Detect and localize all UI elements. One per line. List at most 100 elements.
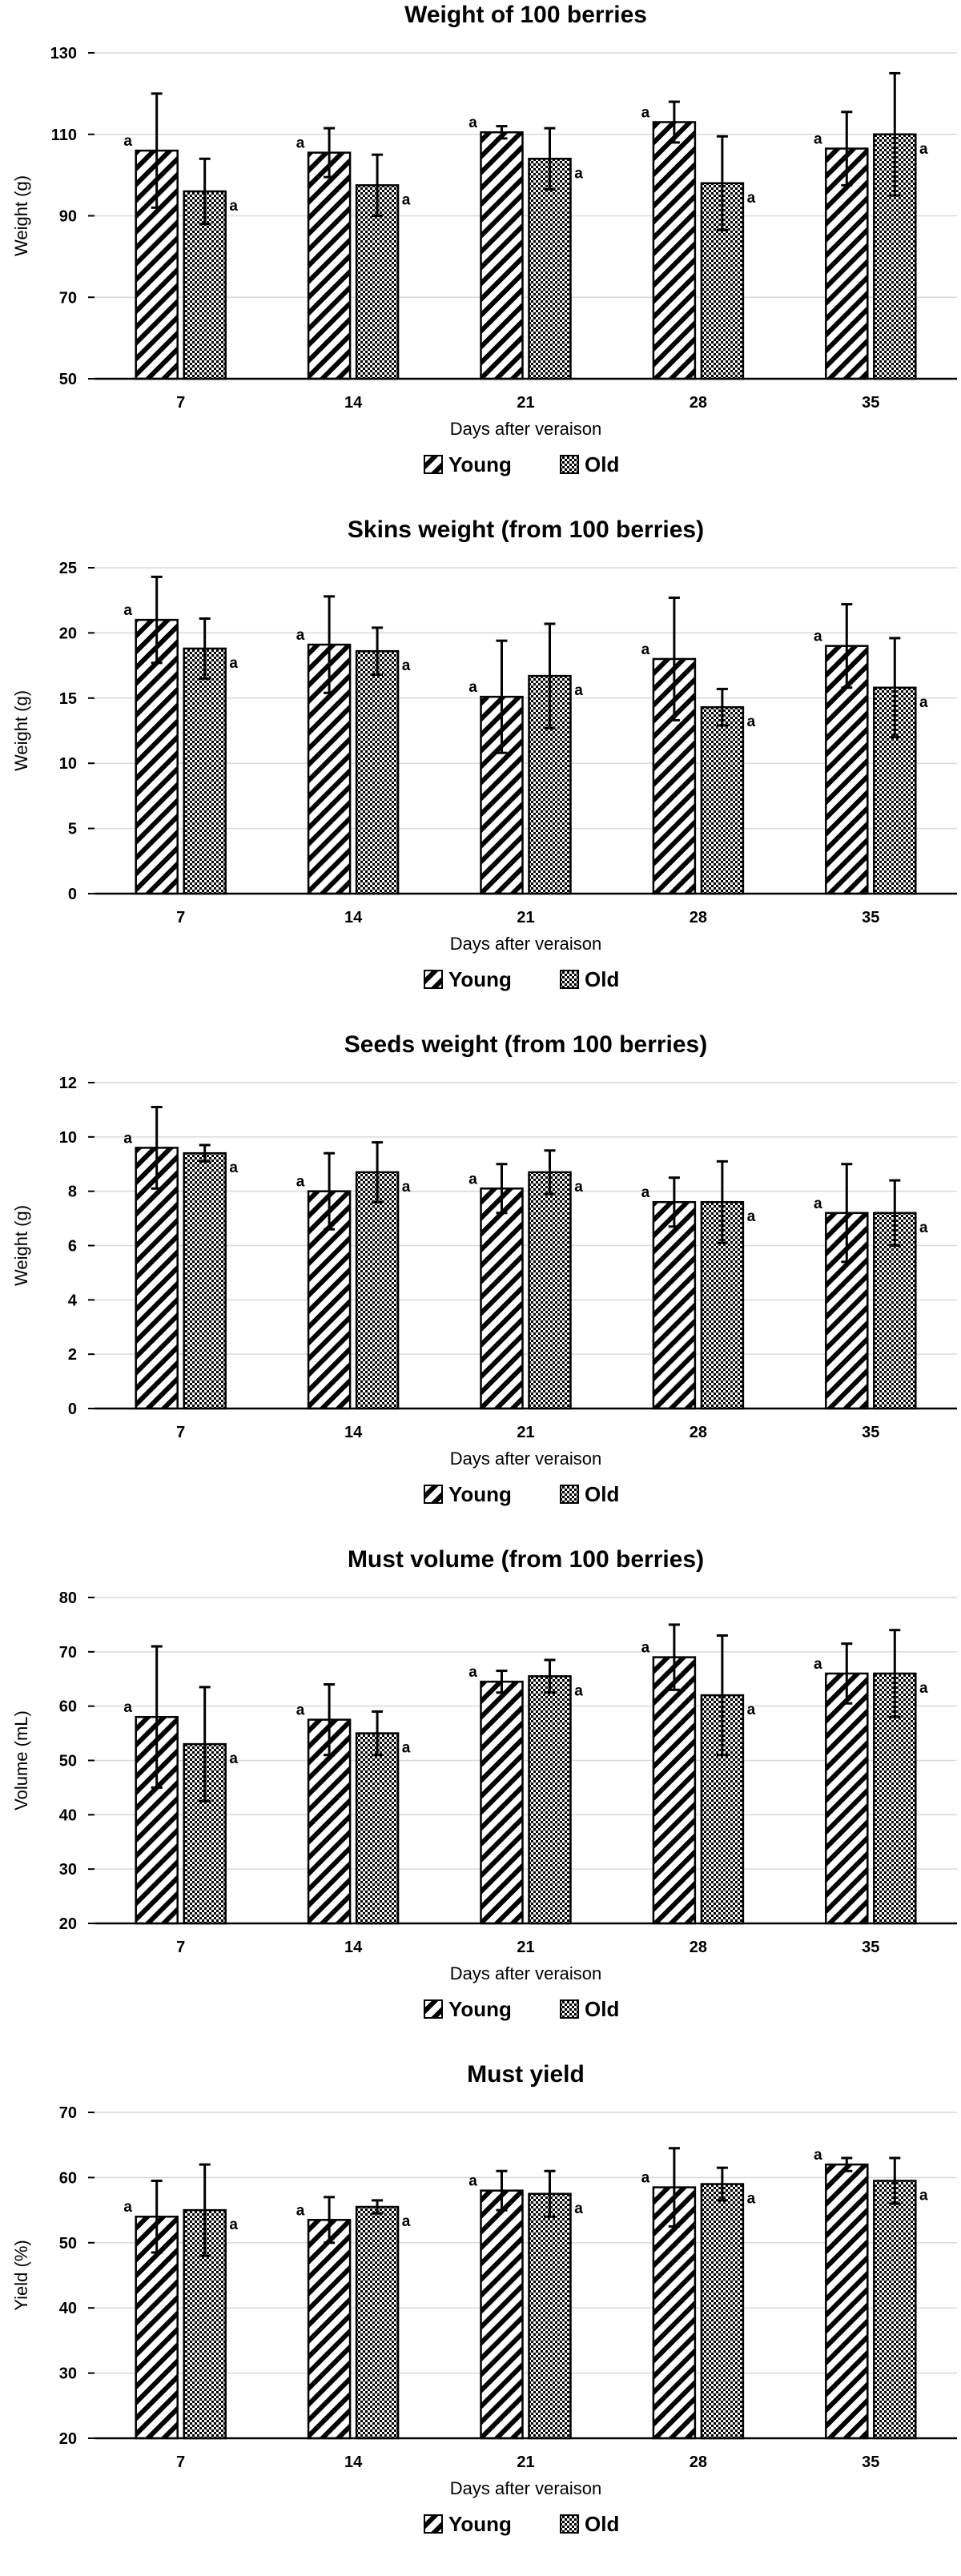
legend-label-old: Old	[585, 1997, 619, 2021]
significance-letter: a	[919, 1680, 928, 1697]
significance-letter: a	[229, 655, 238, 672]
y-tick-label: 20	[59, 625, 77, 642]
legend-label-young: Young	[448, 452, 512, 476]
y-tick-label: 4	[68, 1292, 78, 1309]
significance-letter: a	[574, 682, 583, 699]
x-tick-label: 28	[690, 394, 707, 412]
bar-old	[528, 158, 572, 380]
legend-swatch-old	[560, 970, 579, 989]
significance-letter: a	[641, 1184, 650, 1201]
y-tick-label: 70	[59, 2104, 77, 2122]
significance-letter: a	[402, 191, 411, 208]
bar-old	[355, 1171, 400, 1410]
y-axis-label: Weight (g)	[11, 175, 31, 256]
legend-label-young: Young	[448, 967, 512, 991]
significance-letter: a	[919, 1220, 928, 1236]
bar-young	[652, 121, 697, 380]
x-tick-label: 28	[690, 2453, 707, 2471]
y-tick-label: 40	[59, 2300, 77, 2317]
significance-letter: a	[641, 1640, 650, 1657]
x-tick-label: 14	[344, 909, 363, 926]
significance-letter: a	[574, 165, 583, 182]
bar-young	[307, 151, 352, 380]
y-tick-label: 30	[59, 1861, 77, 1879]
y-tick-label: 0	[68, 1401, 77, 1418]
bar-old	[355, 2205, 400, 2440]
bar-old	[528, 1675, 572, 1925]
x-tick-label: 35	[862, 1424, 879, 1441]
significance-letter: a	[229, 198, 238, 215]
significance-letter: a	[814, 1196, 822, 1212]
significance-letter: a	[641, 104, 650, 121]
y-tick-label: 30	[59, 2365, 77, 2383]
x-tick-label: 14	[344, 394, 363, 412]
chart-title: Weight of 100 berries	[404, 2, 647, 28]
legend-label-young: Young	[448, 1482, 512, 1506]
y-axis-label: Weight (g)	[11, 1205, 31, 1286]
chart-svg: Skins weight (from 100 berries) 0 5 10 15 20 2…	[11, 516, 957, 991]
legend-swatch-young	[424, 2514, 443, 2534]
bar-old	[528, 1171, 572, 1410]
x-tick-label: 7	[176, 2453, 185, 2471]
significance-letter: a	[296, 2202, 305, 2219]
bar-young	[307, 2219, 352, 2440]
legend-swatch-young	[424, 970, 443, 989]
x-tick-label: 21	[517, 2453, 534, 2471]
chart-title: Seeds weight (from 100 berries)	[344, 1031, 708, 1058]
significance-letter: a	[747, 2191, 756, 2208]
significance-letter: a	[919, 141, 928, 158]
y-tick-label: 110	[51, 127, 77, 144]
significance-letter: a	[468, 2173, 477, 2190]
significance-letter: a	[123, 133, 132, 150]
x-tick-label: 14	[344, 2453, 363, 2471]
x-axis-label: Days after veraison	[450, 1963, 602, 1983]
significance-letter: a	[296, 627, 305, 644]
significance-letter: a	[468, 1664, 477, 1681]
significance-letter: a	[402, 657, 411, 674]
x-tick-label: 28	[690, 909, 707, 926]
legend-swatch-old	[560, 1999, 579, 2019]
x-tick-label: 7	[176, 1939, 185, 1956]
significance-letter: a	[468, 679, 477, 696]
chart-title: Must yield	[467, 2061, 585, 2088]
y-axis-label: Volume (mL)	[11, 1710, 31, 1810]
bar-young	[480, 2189, 524, 2440]
significance-letter: a	[123, 602, 132, 619]
significance-letter: a	[919, 694, 928, 711]
chart-panel: Skins weight (from 100 berries) 0 5 10 15 20 2…	[0, 515, 961, 1030]
legend-label-old: Old	[585, 967, 619, 991]
chart-panel: Must yield 20 30 40 50 60 70 Yield (%) 7 a a 14 a a 21…	[0, 2060, 961, 2574]
y-tick-label: 0	[68, 886, 77, 903]
bar-young	[480, 131, 524, 380]
legend-swatch-young	[424, 455, 443, 474]
bar-young	[480, 1680, 524, 1925]
significance-letter: a	[229, 2216, 238, 2233]
chart-svg: Must volume (from 100 berries) 20 30 40 50 60…	[11, 1546, 957, 2021]
bar-young	[135, 618, 179, 895]
significance-letter: a	[574, 1682, 583, 1699]
x-axis-label: Days after veraison	[450, 1449, 602, 1469]
significance-letter: a	[747, 1702, 756, 1718]
chart-panel: Must volume (from 100 berries) 20 30 40 50 60…	[0, 1545, 961, 2060]
y-tick-label: 2	[68, 1346, 77, 1364]
significance-letter: a	[919, 2187, 928, 2204]
y-tick-label: 70	[59, 289, 77, 307]
significance-letter: a	[402, 2213, 411, 2230]
x-tick-label: 35	[862, 1939, 879, 1956]
significance-letter: a	[296, 135, 305, 152]
legend-label-young: Young	[448, 2512, 512, 2536]
chart-svg: Weight of 100 berries 50 70 90 110 130 Weight …	[11, 2, 957, 476]
significance-letter: a	[123, 1699, 132, 1716]
significance-letter: a	[296, 1702, 305, 1719]
significance-letter: a	[468, 115, 477, 131]
x-tick-label: 14	[344, 1424, 363, 1441]
significance-letter: a	[814, 1656, 822, 1673]
bar-young	[652, 1200, 697, 1410]
significance-letter: a	[402, 1740, 411, 1757]
significance-letter: a	[574, 1179, 583, 1196]
legend-label-old: Old	[585, 452, 619, 476]
bar-young	[652, 2186, 697, 2440]
significance-letter: a	[814, 2147, 822, 2164]
legend-swatch-young	[424, 1999, 443, 2019]
y-tick-label: 6	[68, 1238, 77, 1256]
